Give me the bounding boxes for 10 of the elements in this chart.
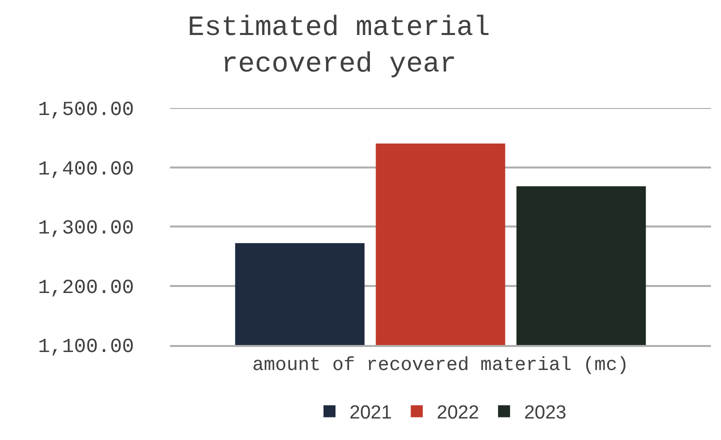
legend-label: 2021: [350, 402, 392, 424]
x-tick-label: amount of recovered material (mc): [252, 354, 629, 376]
chart-title: Estimated material recovered year: [188, 13, 490, 81]
y-tick-label: 1,400.00: [38, 158, 134, 182]
legend-label: 2022: [436, 402, 480, 424]
y-tick-label: 1,500.00: [38, 99, 134, 122]
y-tick-label: 1,300.00: [38, 218, 134, 240]
y-tick-label: 1,100.00: [38, 336, 134, 359]
y-tick-label: 1,200.00: [38, 276, 134, 300]
legend-label: 2023: [524, 402, 566, 424]
